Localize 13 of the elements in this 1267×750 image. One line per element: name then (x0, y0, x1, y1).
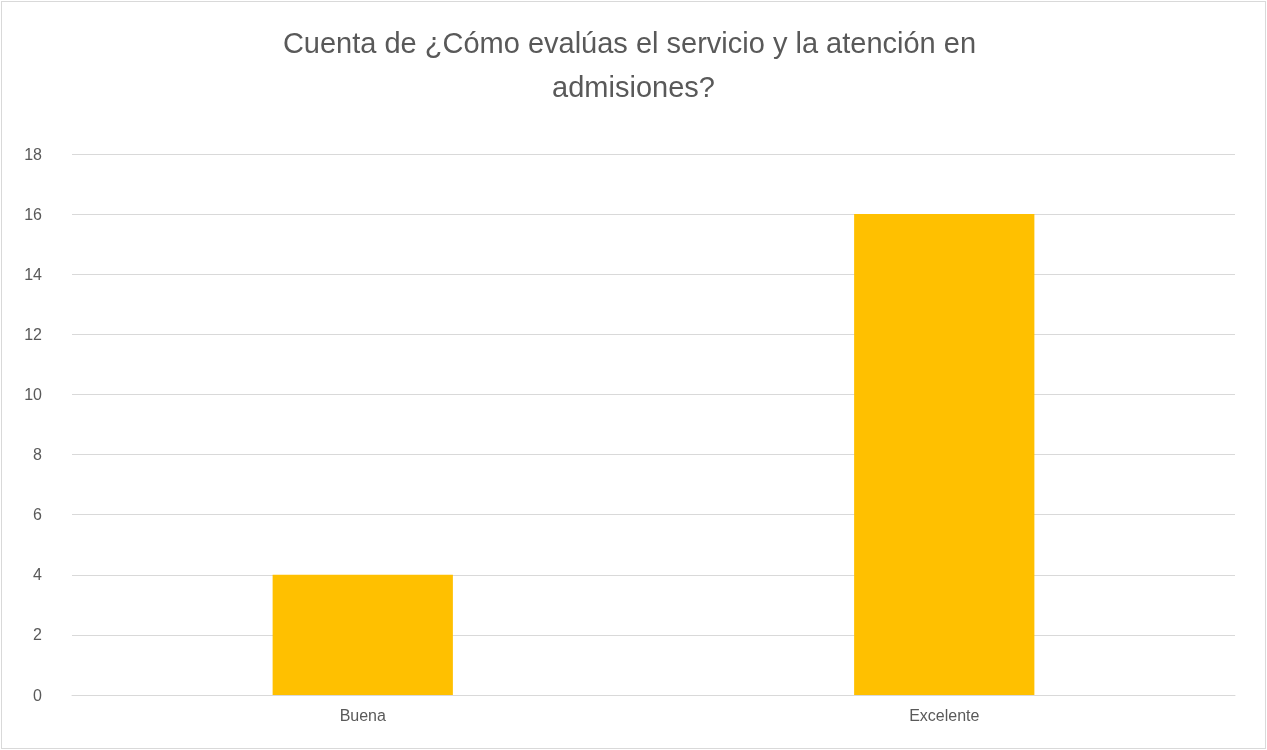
chart-title: Cuenta de ¿Cómo evalúas el servicio y la atención en admisiones? (282, 27, 985, 103)
y-tick-label: 18 (24, 145, 43, 163)
y-tick-label: 2 (33, 626, 43, 644)
y-tick-label: 12 (24, 325, 43, 343)
x-tick-label: Buena (339, 706, 386, 724)
y-tick-label: 10 (24, 385, 43, 403)
y-tick-label: 6 (33, 506, 43, 524)
y-tick-label: 8 (33, 446, 43, 464)
y-tick-label: 16 (24, 205, 43, 223)
y-tick-label: 14 (24, 265, 43, 283)
y-tick-label: 0 (33, 686, 43, 704)
x-tick-label: Excelente (909, 706, 980, 724)
y-tick-label: 4 (33, 566, 43, 584)
